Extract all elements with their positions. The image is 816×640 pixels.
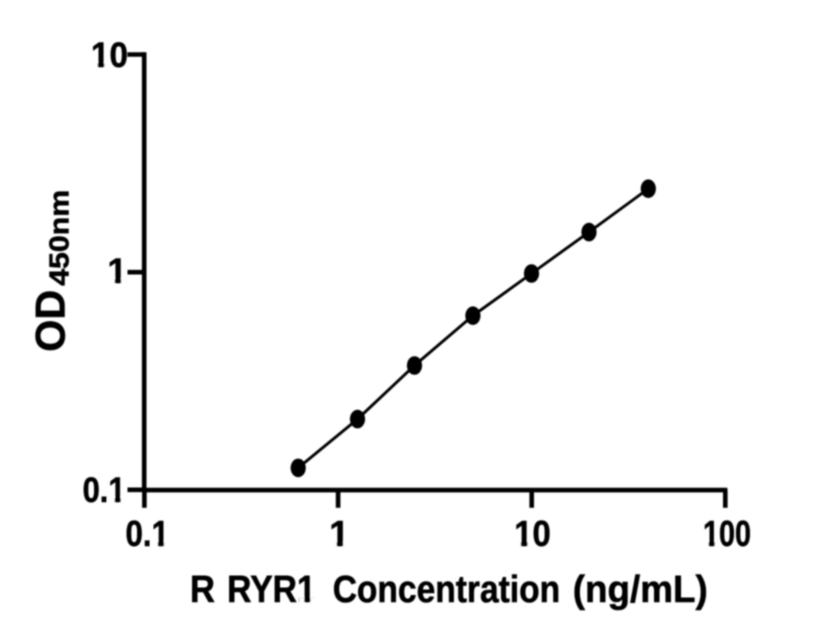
svg-text:10: 10: [514, 513, 551, 554]
svg-text:(ng/mL): (ng/mL): [573, 569, 708, 611]
svg-text:0.1: 0.1: [83, 471, 126, 510]
svg-text:OD: OD: [27, 290, 74, 352]
svg-text:450nm: 450nm: [44, 190, 75, 286]
svg-text:100: 100: [703, 513, 751, 554]
svg-text:R: R: [190, 569, 215, 611]
svg-text:0.1: 0.1: [126, 513, 170, 554]
svg-text:Concentration: Concentration: [333, 569, 560, 611]
